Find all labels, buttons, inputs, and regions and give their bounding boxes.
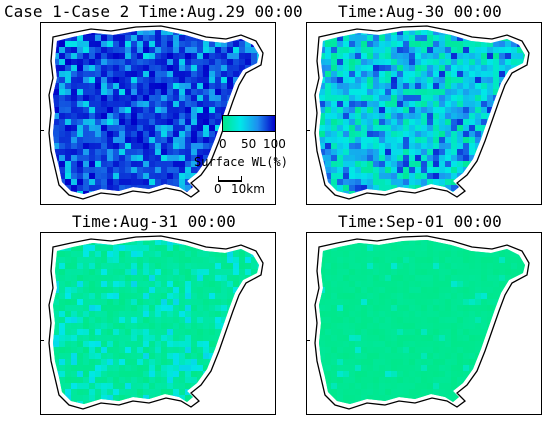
map-svg-4 [314, 235, 530, 410]
axis-tick [306, 340, 310, 341]
scale-bar-line [218, 180, 242, 182]
water-level-field [319, 240, 525, 404]
panel-4-title: Time:Sep-01 00:00 [338, 212, 502, 231]
water-level-field [53, 240, 259, 404]
legend-tick-50: 50 [241, 137, 257, 151]
watershed-outline [314, 235, 530, 410]
map-svg-3 [48, 235, 264, 410]
map-svg-1 [48, 25, 264, 200]
scale-bar-tick-end [241, 176, 242, 182]
axis-tick [40, 340, 44, 341]
legend-title: Surface WL(%) [194, 155, 288, 169]
scale-bar-tick-start [218, 176, 219, 182]
water-level-field [53, 30, 259, 194]
panel-2-title: Time:Aug-30 00:00 [338, 2, 502, 21]
legend-tick-0: 0 [219, 137, 227, 151]
panel-1-title: Case 1-Case 2 Time:Aug.29 00:00 [4, 2, 303, 21]
map-svg-2 [314, 25, 530, 200]
map-panel-1 [40, 22, 276, 205]
water-level-field [319, 30, 525, 194]
map-panel-4 [306, 232, 542, 415]
legend-tick-100: 100 [263, 137, 286, 151]
watershed-outline [48, 25, 264, 200]
axis-tick [306, 130, 310, 131]
panel-3-title: Time:Aug-31 00:00 [72, 212, 236, 231]
axis-tick [40, 130, 44, 131]
legend-colorbar [222, 115, 276, 132]
watershed-outline [314, 25, 530, 200]
map-panel-3 [40, 232, 276, 415]
map-panel-2 [306, 22, 542, 205]
scale-label-start: 0 [214, 182, 222, 196]
scale-label-end: 10km [231, 182, 265, 196]
watershed-outline [48, 235, 264, 410]
